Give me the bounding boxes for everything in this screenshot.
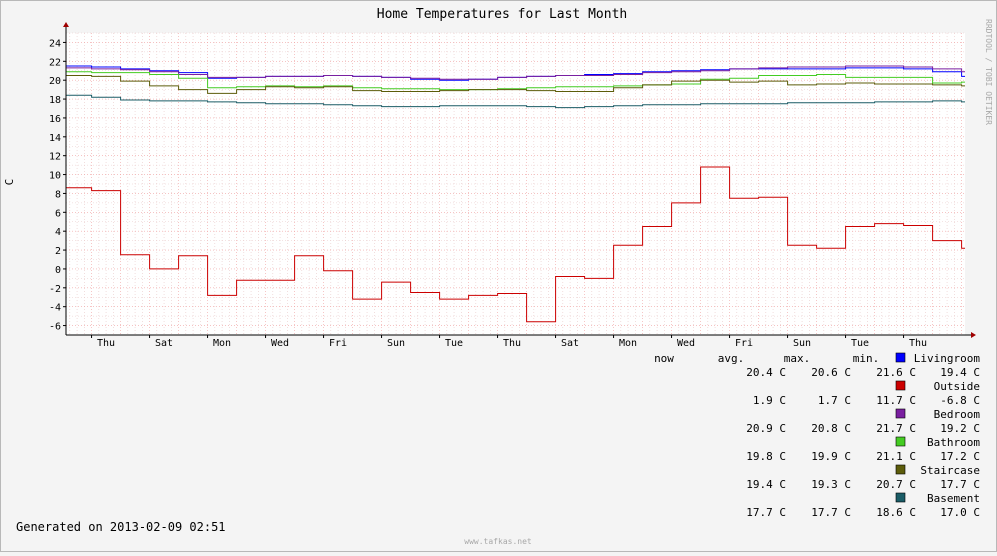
y-tick-label: 10 bbox=[49, 171, 61, 182]
legend-value-now: 1.9 C bbox=[753, 394, 786, 407]
series-lines bbox=[66, 65, 965, 323]
legend-value-min: 19.4 C bbox=[940, 366, 980, 379]
chart-title: Home Temperatures for Last Month bbox=[377, 7, 627, 22]
legend-value-max: 21.7 C bbox=[876, 422, 916, 435]
series-line-staircase bbox=[66, 75, 965, 94]
x-tick-label: Thu bbox=[97, 338, 115, 349]
x-tick-label: Fri bbox=[735, 338, 753, 349]
legend-value-max: 18.6 C bbox=[876, 506, 916, 519]
y-tick-label: 20 bbox=[49, 76, 61, 87]
x-tick-label: Mon bbox=[213, 338, 231, 349]
legend-value-min: -6.8 C bbox=[940, 394, 980, 407]
legend-series-name: Bathroom bbox=[927, 436, 980, 449]
x-tick-label: Tue bbox=[445, 338, 463, 349]
y-tick-label: 2 bbox=[55, 246, 61, 257]
x-tick-label: Sun bbox=[387, 338, 405, 349]
y-tick-label: 8 bbox=[55, 189, 61, 200]
legend-value-now: 20.9 C bbox=[746, 422, 786, 435]
legend-series-name: Bedroom bbox=[934, 408, 981, 421]
legend-swatch bbox=[895, 436, 906, 447]
legend-value-now: 20.4 C bbox=[746, 366, 786, 379]
x-tick-label: Sat bbox=[561, 338, 579, 349]
x-tick-label: Thu bbox=[503, 338, 521, 349]
legend-value-now: 17.7 C bbox=[746, 506, 786, 519]
y-tick-label: -4 bbox=[49, 303, 61, 314]
legend-value-max: 20.7 C bbox=[876, 478, 916, 491]
legend-value-avg: 19.3 C bbox=[811, 478, 851, 491]
y-tick-label: 22 bbox=[49, 57, 61, 68]
x-tick-label: Sat bbox=[155, 338, 173, 349]
legend-value-min: 17.2 C bbox=[940, 450, 980, 463]
legend-header-max: max. bbox=[784, 352, 811, 365]
series-line-basement bbox=[66, 94, 965, 109]
y-tick-label: 16 bbox=[49, 114, 61, 125]
legend-value-now: 19.4 C bbox=[746, 478, 786, 491]
y-tick-label: 18 bbox=[49, 95, 61, 106]
y-tick-label: -2 bbox=[49, 284, 61, 295]
y-tick-label: 24 bbox=[49, 38, 61, 49]
generated-timestamp: Generated on 2013-02-09 02:51 bbox=[16, 520, 226, 534]
legend-series-name: Outside bbox=[934, 380, 980, 393]
legend-header-min: min. bbox=[853, 352, 880, 365]
y-tick-label: 4 bbox=[55, 227, 61, 238]
legend-value-now: 19.8 C bbox=[746, 450, 786, 463]
legend-series-name: Basement bbox=[927, 492, 980, 505]
y-tick-label: 12 bbox=[49, 152, 61, 163]
legend-value-avg: 17.7 C bbox=[811, 506, 851, 519]
y-tick-label: -6 bbox=[49, 322, 61, 333]
legend-value-max: 21.1 C bbox=[876, 450, 916, 463]
plot-area bbox=[66, 33, 965, 335]
x-axis-arrow bbox=[971, 332, 976, 338]
y-tick-label: 14 bbox=[49, 133, 61, 144]
series-line-bedroom bbox=[66, 65, 965, 80]
series-line-bathroom bbox=[66, 71, 965, 91]
legend-value-avg: 20.6 C bbox=[811, 366, 851, 379]
y-axis-label: C bbox=[3, 179, 16, 186]
legend-value-avg: 1.7 C bbox=[818, 394, 851, 407]
legend: now avg. max. min. Livingroom 20.4 C 20.6 C 21.… bbox=[654, 352, 980, 519]
legend-swatch bbox=[895, 380, 906, 391]
x-tick-label: Fri bbox=[329, 338, 347, 349]
legend-value-max: 21.6 C bbox=[876, 366, 916, 379]
x-tick-label: Mon bbox=[619, 338, 637, 349]
legend-header-avg: avg. bbox=[718, 352, 745, 365]
legend-header-now: now bbox=[654, 352, 674, 365]
x-tick-label: Wed bbox=[677, 338, 695, 349]
legend-swatch bbox=[895, 352, 906, 363]
legend-series-name: Staircase bbox=[920, 464, 980, 477]
legend-value-max: 11.7 C bbox=[876, 394, 916, 407]
legend-value-avg: 19.9 C bbox=[811, 450, 851, 463]
y-tick-label: 6 bbox=[55, 208, 61, 219]
legend-series-name: Livingroom bbox=[914, 352, 981, 365]
rrdtool-credit: RRDTOOL / TOBI OETIKER bbox=[984, 19, 993, 125]
legend-value-min: 17.0 C bbox=[940, 506, 980, 519]
legend-value-min: 19.2 C bbox=[940, 422, 980, 435]
x-tick-label: Sun bbox=[793, 338, 811, 349]
legend-swatch bbox=[895, 408, 906, 419]
legend-value-min: 17.7 C bbox=[940, 478, 980, 491]
legend-swatch bbox=[895, 492, 906, 503]
legend-swatch bbox=[895, 464, 906, 475]
x-tick-label: Tue bbox=[851, 338, 869, 349]
watermark: www.tafkas.net bbox=[464, 537, 532, 546]
x-tick-label: Wed bbox=[271, 338, 289, 349]
legend-value-avg: 20.8 C bbox=[811, 422, 851, 435]
series-line-outside bbox=[66, 166, 965, 323]
x-tick-label: Thu bbox=[909, 338, 927, 349]
y-tick-label: 0 bbox=[55, 265, 61, 276]
y-axis-arrow bbox=[63, 22, 69, 27]
